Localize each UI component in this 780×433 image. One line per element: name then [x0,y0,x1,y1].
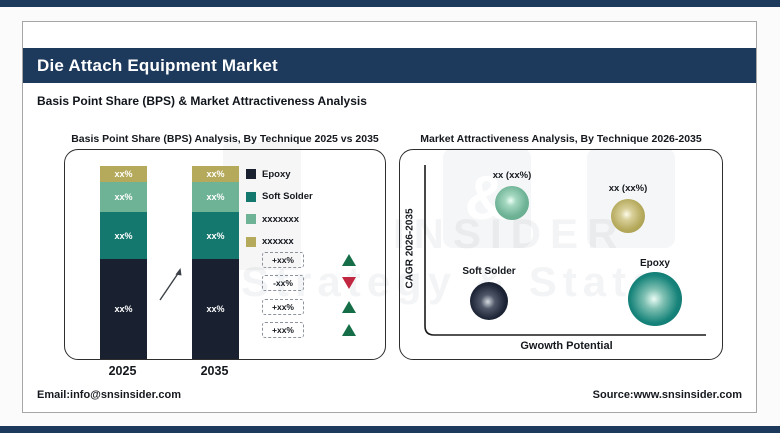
indicator-value-box: +xx% [262,322,304,339]
bar-segment-xxxxxx-2035: xx% [192,166,239,182]
top-accent-strip [0,0,780,7]
bar-segment-epoxy-2035: xx% [192,259,239,359]
indicator-row: +xx% [262,295,356,319]
indicator-row: +xx% [262,248,356,272]
bar-segment-soft-solder-2025: xx% [100,212,147,259]
indicator-row: -xx% [262,272,356,296]
x-axis-label-2035: 2035 [200,364,229,378]
bar-segment-xxxxxx-2025: xx% [100,166,147,182]
x-axis-label-2025: 2025 [108,364,137,378]
legend-label: Epoxy [262,168,291,180]
bubble-label-xxxxxx: xx (xx%) [608,183,648,194]
y-axis-label: CAGR 2026-2035 [404,208,416,289]
triangle-up-icon [342,324,356,337]
x-axis-label: Gwowth Potential [520,340,613,352]
segment-value: xx% [206,230,225,241]
legend-item-xxxxxx: xxxxxx [246,231,313,254]
bubble-xxxxxx [611,199,645,233]
legend-item-xxxxxxx: xxxxxxx [246,208,313,231]
segment-value: xx% [114,304,133,314]
page-title: Die Attach Equipment Market [37,56,278,75]
bubble-label-xxxxxxx: xx (xx%) [492,170,532,181]
bar-segment-soft-solder-2035: xx% [192,212,239,259]
indicator-value-box: +xx% [262,251,304,268]
header-bar: Die Attach Equipment Market [23,48,756,83]
triangle-up-icon [342,253,356,266]
legend-label: xxxxxxx [262,213,299,225]
legend-item-soft-solder: Soft Solder [246,186,313,209]
bubble-soft-solder [470,282,508,320]
bps-chart-title: Basis Point Share (BPS) Analysis, By Tec… [71,133,379,145]
indicator-row: +xx% [262,319,356,343]
content-frame: & INSIDER Strategy & Stats Die Attach Eq… [22,21,757,413]
legend-label: Soft Solder [262,191,313,203]
segment-value: xx% [206,304,225,314]
change-indicators: +xx% -xx% +xx% +xx% [262,248,356,342]
segment-value: xx% [206,192,225,202]
bar-segment-epoxy-2025: xx% [100,259,147,359]
bps-chart-panel: xx% xx% xx% xx% xx% xx% xx% xx% Epoxy So… [64,149,386,360]
footer-email: Email:info@snsinsider.com [37,389,181,401]
segment-value: xx% [114,169,133,179]
attractiveness-chart-panel: CAGR 2026-2035 Gwowth Potential xx (xx%)… [399,149,723,360]
segment-value: xx% [114,230,133,241]
bubble-label-epoxy: Epoxy [639,258,670,269]
legend-swatch-xxxxxx [246,236,256,247]
bubble-xxxxxxx [495,186,529,220]
stacked-bar-2035: xx% xx% xx% xx% [192,166,239,359]
stacked-bar-2025: xx% xx% xx% xx% [100,166,147,359]
footer: Email:info@snsinsider.com Source:www.sns… [37,389,742,401]
bubble-epoxy [628,272,682,326]
bottom-accent-strip [0,426,780,433]
legend-swatch-xxxxxxx [246,214,256,225]
bar-segment-xxxxxxx-2025: xx% [100,182,147,212]
bubble-label-soft-solder: Soft Solder [462,266,516,277]
trend-arrow-icon [159,268,182,301]
segment-value: xx% [206,169,225,179]
segment-value: xx% [114,192,133,202]
triangle-down-icon [342,277,356,290]
legend-label: xxxxxx [262,236,294,248]
triangle-up-icon [342,300,356,313]
legend-swatch-epoxy [246,169,256,180]
bar-segment-xxxxxxx-2035: xx% [192,182,239,212]
legend-swatch-soft-solder [246,191,256,202]
footer-source: Source:www.snsinsider.com [592,389,742,401]
indicator-value-box: -xx% [262,275,304,292]
page-subtitle: Basis Point Share (BPS) & Market Attract… [37,94,367,108]
axes-lines [424,165,706,336]
attractiveness-chart-title: Market Attractiveness Analysis, By Techn… [420,133,702,145]
bps-legend: Epoxy Soft Solder xxxxxxx xxxxxx [246,163,313,253]
legend-item-epoxy: Epoxy [246,163,313,186]
indicator-value-box: +xx% [262,298,304,315]
